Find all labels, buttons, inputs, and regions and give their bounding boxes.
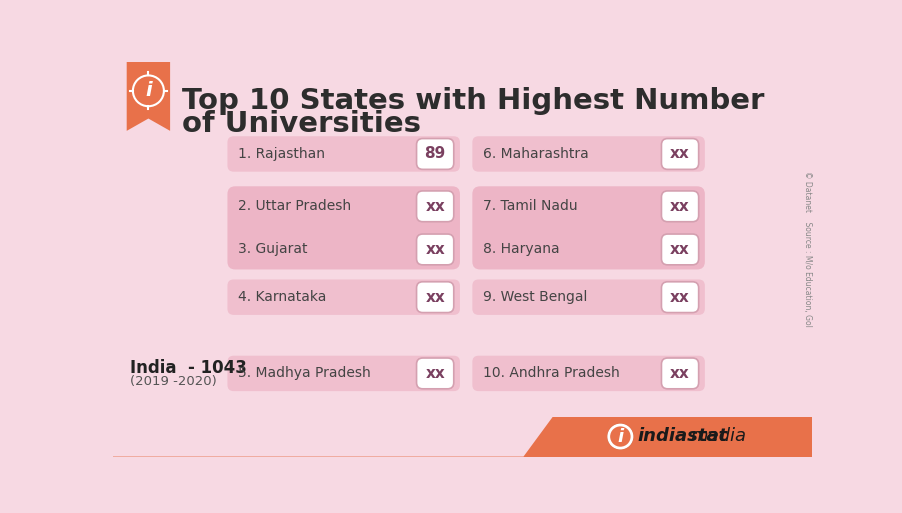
Text: Top 10 States with Highest Number: Top 10 States with Highest Number [182,87,765,115]
Text: i: i [617,427,623,446]
FancyBboxPatch shape [417,234,454,265]
Text: i: i [145,82,152,101]
Text: xx: xx [425,366,445,381]
Text: xx: xx [670,366,690,381]
Text: 4. Karnataka: 4. Karnataka [238,290,327,304]
FancyBboxPatch shape [227,186,460,269]
Text: 8. Haryana: 8. Haryana [483,243,560,256]
Text: indiastat: indiastat [638,427,728,445]
FancyBboxPatch shape [473,186,704,269]
Text: 2. Uttar Pradesh: 2. Uttar Pradesh [238,200,352,213]
FancyBboxPatch shape [661,191,699,222]
Text: 1. Rajasthan: 1. Rajasthan [238,147,326,161]
FancyBboxPatch shape [113,417,812,457]
FancyBboxPatch shape [417,191,454,222]
FancyBboxPatch shape [417,282,454,312]
Polygon shape [113,417,553,457]
FancyBboxPatch shape [473,280,704,315]
FancyBboxPatch shape [661,282,699,312]
FancyBboxPatch shape [661,358,699,389]
Text: 89: 89 [425,146,446,162]
Text: xx: xx [425,242,445,257]
Text: 6. Maharashtra: 6. Maharashtra [483,147,589,161]
FancyBboxPatch shape [661,234,699,265]
Text: (2019 -2020): (2019 -2020) [130,374,216,388]
Text: 5. Madhya Pradesh: 5. Madhya Pradesh [238,366,371,381]
Text: 10. Andhra Pradesh: 10. Andhra Pradesh [483,366,620,381]
Text: media: media [690,427,746,445]
FancyBboxPatch shape [473,136,704,172]
Text: 3. Gujarat: 3. Gujarat [238,243,308,256]
Text: xx: xx [670,290,690,305]
Text: © Datanet    Source : M/o Education, GoI: © Datanet Source : M/o Education, GoI [803,171,812,327]
Text: of Universities: of Universities [182,110,421,138]
Text: xx: xx [425,199,445,214]
FancyBboxPatch shape [227,136,460,172]
FancyBboxPatch shape [227,356,460,391]
Text: 7. Tamil Nadu: 7. Tamil Nadu [483,200,578,213]
Circle shape [607,423,633,449]
FancyBboxPatch shape [227,280,460,315]
Text: India  - 1043: India - 1043 [130,359,246,377]
Text: xx: xx [670,146,690,162]
FancyBboxPatch shape [661,139,699,169]
Text: xx: xx [425,290,445,305]
FancyBboxPatch shape [417,139,454,169]
Circle shape [609,425,632,448]
Polygon shape [126,62,170,131]
Text: xx: xx [670,242,690,257]
FancyBboxPatch shape [473,356,704,391]
Text: xx: xx [670,199,690,214]
Text: 9. West Bengal: 9. West Bengal [483,290,587,304]
FancyBboxPatch shape [417,358,454,389]
